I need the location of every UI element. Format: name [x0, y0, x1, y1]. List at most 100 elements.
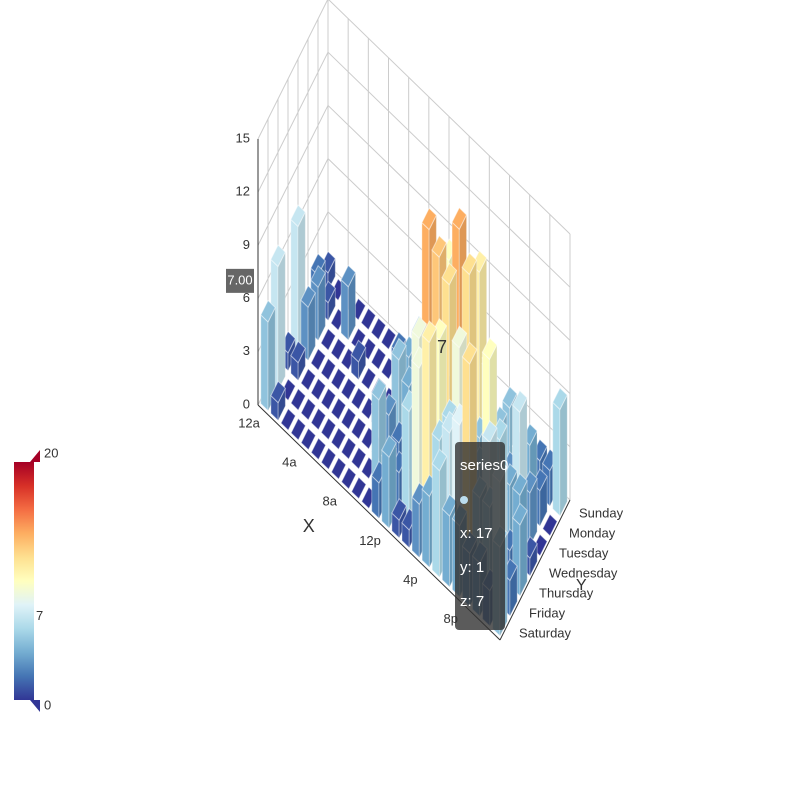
bar-top [451, 325, 468, 349]
bar-top [290, 417, 307, 441]
y-tick-label: Wednesday [549, 565, 618, 580]
bar-top [411, 316, 427, 340]
bar-shade [389, 442, 397, 529]
y-tick-label: Thursday [539, 585, 594, 600]
bar-top [310, 347, 327, 372]
bar-top [320, 417, 337, 441]
bar-front [421, 488, 430, 569]
bar-top [290, 204, 306, 228]
y-tick-label: Friday [529, 605, 566, 620]
bar-shade [529, 478, 538, 547]
tooltip-marker [460, 496, 468, 504]
bar-top [290, 387, 307, 412]
tooltip-line: z: 7 [460, 593, 484, 610]
bar-top [381, 434, 397, 459]
bar [350, 446, 367, 470]
bar-front [260, 313, 269, 412]
bar [330, 456, 347, 480]
x-tick-label: 12p [359, 533, 381, 548]
bar-top [451, 206, 468, 231]
bar-front [441, 507, 451, 589]
bar [320, 387, 337, 411]
bar-top [320, 357, 337, 381]
bar-shade [298, 348, 306, 381]
bar-top [340, 377, 357, 401]
bar-shade [318, 272, 326, 341]
tooltip-line: x: 17 [460, 525, 493, 542]
bar [370, 317, 387, 341]
bar [320, 357, 337, 381]
bar-shade [529, 543, 538, 576]
bar-top [300, 427, 317, 451]
bar [380, 327, 397, 351]
bar-shade [509, 565, 518, 616]
bar-top [370, 347, 387, 371]
x-tick-label: 4a [282, 455, 297, 470]
bar-top [512, 472, 528, 496]
bar-shade [308, 292, 316, 361]
x-axis-name: X [303, 516, 315, 536]
bar-top [501, 385, 518, 409]
bar [360, 307, 377, 331]
bar-top [421, 207, 437, 231]
bar-top [461, 252, 478, 276]
bar-front [411, 496, 420, 559]
y-axis-name: Y [576, 577, 587, 594]
bar-top [300, 284, 316, 309]
bar [330, 367, 347, 391]
bar-shade [278, 252, 286, 391]
bar [320, 447, 337, 471]
bar-top [330, 367, 347, 391]
bar [280, 407, 297, 432]
bar-top [380, 327, 397, 351]
bar [512, 502, 528, 598]
bar-top [552, 387, 568, 411]
bar-top [360, 307, 377, 331]
bar [340, 407, 357, 431]
bar-front [381, 448, 390, 530]
walls: 0 3 6 9 12 15 12a 4a 8a 12p 4p 8p Saturday Friday Thur… [236, 0, 624, 640]
z-tick-label: 0 [243, 396, 250, 411]
bar [350, 387, 367, 411]
overlay: 7.00 7 series0 x: 17 y: 1 z: 7 20 0 7 [14, 268, 508, 712]
bar-top [310, 264, 326, 289]
bar-top [431, 234, 448, 259]
bar-top [441, 262, 458, 286]
bar-top [340, 264, 357, 288]
bar [330, 427, 347, 451]
bar-top [391, 497, 407, 522]
axis-pointer-value: 7 [437, 337, 447, 357]
bar [320, 327, 337, 352]
bar [340, 264, 357, 342]
bar [300, 367, 317, 392]
bar-shade [519, 510, 528, 596]
bar-top [421, 320, 438, 344]
bar-top [270, 244, 286, 268]
bar-top [512, 502, 528, 526]
bar [370, 347, 387, 371]
bar [340, 466, 357, 490]
axis-pointer-label: 7.00 [227, 272, 252, 287]
tooltip [455, 442, 505, 630]
z-tick-label: 15 [236, 130, 250, 145]
bar [320, 417, 337, 441]
bar-top [270, 380, 286, 404]
z-tick-label: 3 [243, 343, 250, 358]
bar-top [320, 447, 337, 471]
bar-top [461, 341, 478, 365]
bar-top [340, 466, 357, 490]
bar-top [310, 377, 327, 401]
bar-top [350, 387, 367, 411]
bar-shade [559, 395, 568, 516]
bar [381, 434, 397, 530]
bar [310, 377, 327, 401]
bar-front [401, 403, 410, 520]
bar [330, 397, 347, 421]
y-tick-label: Saturday [519, 625, 572, 640]
bar [330, 337, 347, 361]
bar-top [330, 456, 347, 480]
bar-top [320, 327, 337, 352]
z-tick-label: 9 [243, 237, 250, 252]
